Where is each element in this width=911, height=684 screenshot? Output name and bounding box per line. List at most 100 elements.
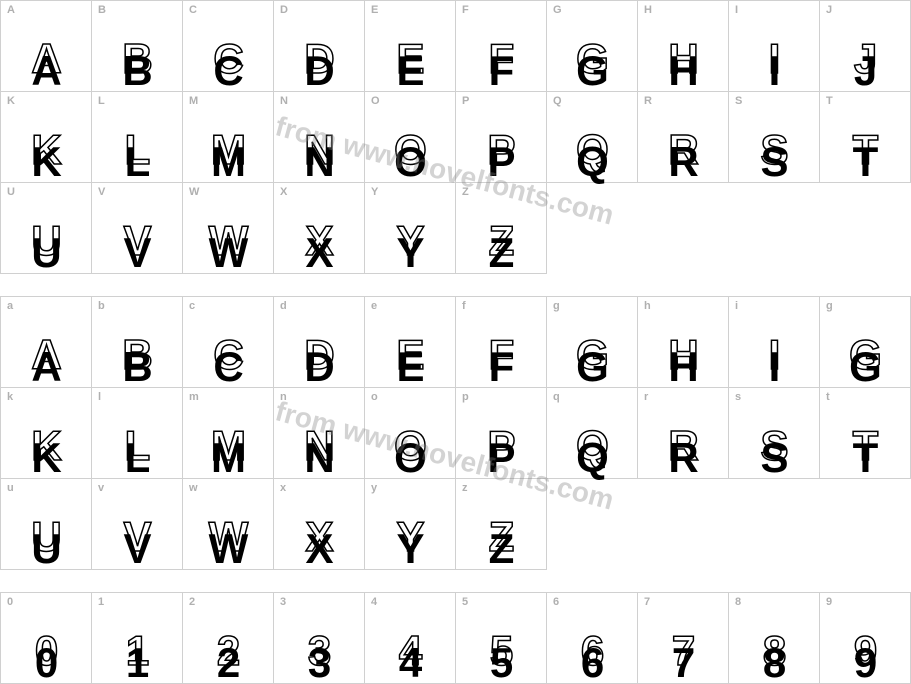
char-cell: bB — [92, 297, 183, 388]
cell-label: G — [553, 4, 562, 16]
char-cell: FF — [456, 1, 547, 92]
cell-glyph: D — [274, 331, 364, 379]
cell-glyph: E — [365, 35, 455, 83]
cell-label: x — [280, 482, 286, 494]
cell-glyph: Q — [547, 422, 637, 470]
char-cell: vV — [92, 479, 183, 570]
cell-label: r — [644, 391, 648, 403]
char-cell: MM — [183, 92, 274, 183]
cell-label: I — [735, 4, 738, 16]
char-cell: BB — [92, 1, 183, 92]
cell-label: 5 — [462, 596, 468, 608]
cell-label: z — [462, 482, 468, 494]
cell-label: C — [189, 4, 197, 16]
cell-glyph: N — [274, 422, 364, 470]
cell-label: W — [189, 186, 199, 198]
cell-label: S — [735, 95, 742, 107]
char-cell: WW — [183, 183, 274, 274]
cell-glyph: D — [274, 35, 364, 83]
cell-label: 3 — [280, 596, 286, 608]
cell-glyph: M — [183, 422, 273, 470]
char-cell: 55 — [456, 593, 547, 684]
cell-glyph: G — [820, 331, 910, 379]
cell-glyph: K — [1, 422, 91, 470]
cell-label: M — [189, 95, 198, 107]
char-cell: YY — [365, 183, 456, 274]
cell-label: E — [371, 4, 378, 16]
cell-glyph: S — [729, 126, 819, 174]
char-cell: sS — [729, 388, 820, 479]
char-map-container: AABBCCDDEEFFGGHHIIJJKKLLMMNNOOPPQQRRSSTT… — [0, 0, 911, 684]
cell-glyph: I — [729, 331, 819, 379]
cell-label: n — [280, 391, 287, 403]
cell-label: 9 — [826, 596, 832, 608]
cell-label: R — [644, 95, 652, 107]
cell-glyph: B — [92, 35, 182, 83]
cell-glyph: L — [92, 126, 182, 174]
cell-label: 0 — [7, 596, 13, 608]
char-cell: kK — [1, 388, 92, 479]
cell-label: p — [462, 391, 469, 403]
cell-glyph: A — [1, 35, 91, 83]
cell-label: F — [462, 4, 469, 16]
char-cell: xX — [274, 479, 365, 570]
cell-label: Y — [371, 186, 378, 198]
cell-label: b — [98, 300, 105, 312]
char-cell: OO — [365, 92, 456, 183]
char-cell: aA — [1, 297, 92, 388]
cell-label: O — [371, 95, 380, 107]
cell-label: 8 — [735, 596, 741, 608]
char-cell — [820, 479, 911, 570]
char-cell: tT — [820, 388, 911, 479]
cell-glyph: C — [183, 35, 273, 83]
char-cell: 77 — [638, 593, 729, 684]
char-section-digits: 00112233445566778899 — [0, 592, 911, 684]
cell-label: K — [7, 95, 15, 107]
cell-glyph: E — [365, 331, 455, 379]
cell-glyph: O — [365, 422, 455, 470]
char-cell: fF — [456, 297, 547, 388]
char-cell: 66 — [547, 593, 638, 684]
char-cell — [547, 479, 638, 570]
cell-label: 7 — [644, 596, 650, 608]
char-cell: EE — [365, 1, 456, 92]
cell-glyph: W — [183, 513, 273, 561]
cell-label: h — [644, 300, 651, 312]
cell-label: J — [826, 4, 832, 16]
cell-label: 6 — [553, 596, 559, 608]
cell-glyph: H — [638, 331, 728, 379]
cell-glyph: X — [274, 217, 364, 265]
cell-glyph: B — [92, 331, 182, 379]
cell-label: e — [371, 300, 377, 312]
char-cell: KK — [1, 92, 92, 183]
cell-glyph: K — [1, 126, 91, 174]
char-cell: DD — [274, 1, 365, 92]
char-cell — [638, 183, 729, 274]
char-section-lowercase: aAbBcCdDeEfFgGhHiIgGkKlLmMnNoOpPqQrRsStT… — [0, 296, 911, 570]
cell-glyph: R — [638, 126, 728, 174]
cell-label: k — [7, 391, 13, 403]
cell-label: y — [371, 482, 377, 494]
cell-label: t — [826, 391, 830, 403]
cell-label: m — [189, 391, 199, 403]
char-cell: 88 — [729, 593, 820, 684]
cell-label: 4 — [371, 596, 377, 608]
cell-label: 1 — [98, 596, 104, 608]
cell-glyph: L — [92, 422, 182, 470]
cell-label: L — [98, 95, 105, 107]
char-section-uppercase: AABBCCDDEEFFGGHHIIJJKKLLMMNNOOPPQQRRSSTT… — [0, 0, 911, 274]
cell-label: P — [462, 95, 469, 107]
char-cell: 33 — [274, 593, 365, 684]
char-cell: pP — [456, 388, 547, 479]
char-cell: eE — [365, 297, 456, 388]
cell-glyph: Y — [365, 217, 455, 265]
cell-glyph: U — [1, 513, 91, 561]
char-cell — [729, 479, 820, 570]
cell-label: U — [7, 186, 15, 198]
cell-glyph: N — [274, 126, 364, 174]
cell-glyph: W — [183, 217, 273, 265]
cell-glyph: Q — [547, 126, 637, 174]
char-cell: TT — [820, 92, 911, 183]
cell-label: q — [553, 391, 560, 403]
cell-label: 2 — [189, 596, 195, 608]
